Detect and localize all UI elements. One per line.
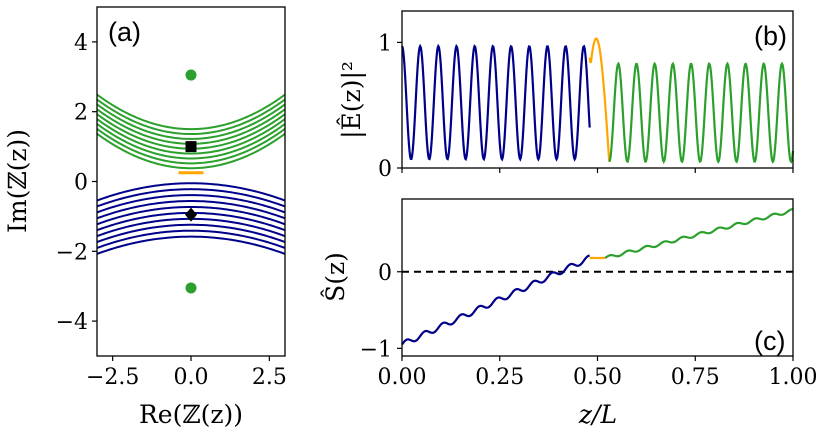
blue-curve-1 <box>96 188 286 208</box>
green-curve-6 <box>96 103 286 140</box>
panel-a-xlabel: Re(ℤ(z)) <box>139 400 243 429</box>
black-diamond <box>185 207 197 222</box>
panel-c-xtick-label: 0.75 <box>671 365 720 390</box>
green-curve-8 <box>96 93 286 131</box>
panel-c-xtick-label: 0.50 <box>573 365 622 390</box>
panel-b-green-line <box>608 61 795 164</box>
panel-b-ticks: 01 <box>378 31 794 182</box>
panel-a-xtick-label: 2.5 <box>252 365 287 390</box>
panel-a-frame <box>96 6 286 357</box>
panel-b-ylabel: |Ê(z)|² <box>337 61 367 139</box>
panel-a-xtick-label: 0.0 <box>174 365 209 390</box>
panel-a-ylabel: Im(ℤ(z)) <box>3 129 32 233</box>
blue-curve-8 <box>96 229 286 249</box>
blue-curve-2 <box>96 194 286 214</box>
panel-b-ytick-label: 0 <box>378 157 392 182</box>
panel-c-green-line <box>604 208 794 259</box>
green-curve-2 <box>96 123 286 160</box>
green-curve-0 <box>96 132 286 170</box>
panel-a-curves <box>96 93 286 255</box>
panel-a-ticks: −2.5 0.0 2.5 −4 −2 0 2 4 <box>56 31 287 390</box>
panel-b: 01 (b) |Ê(z)|² <box>337 10 795 182</box>
panel-b-ytick-label: 1 <box>378 31 392 56</box>
panel-a-ytick-label: 2 <box>74 101 88 126</box>
panel-a: −2.5 0.0 2.5 −4 −2 0 2 4 (a) Re(ℤ(z)) Im(ℤ(z)) <box>3 6 287 429</box>
panel-c-xtick-label: 1.00 <box>769 365 818 390</box>
panel-a-xtick-label: −2.5 <box>86 365 139 390</box>
panel-c-xtick-label: 0.00 <box>378 365 427 390</box>
blue-curve-4 <box>96 205 286 226</box>
panel-a-ytick-label: 0 <box>74 171 88 196</box>
green-curve-7 <box>96 98 286 136</box>
blue-curve-3 <box>96 200 286 220</box>
panel-b-blue-line <box>401 43 591 162</box>
panel-a-ytick-label: −4 <box>56 310 88 335</box>
panel-c-ytick-label: 0 <box>378 261 392 286</box>
panel-a-tag: (a) <box>108 17 141 47</box>
green-curve-3 <box>96 118 286 155</box>
panel-c-ylabel: Ŝ(z) <box>321 252 350 302</box>
panel-c-ticks: −1 0 0.00 0.25 0.50 0.75 1.00 <box>360 261 818 390</box>
green-dot-bottom <box>185 282 197 294</box>
green-dot-top <box>185 69 197 81</box>
panel-c: −1 0 0.00 0.25 0.50 0.75 1.00 (c) z/L Ŝ(z) <box>321 198 818 429</box>
panel-c-blue-line <box>401 254 590 346</box>
panel-c-ytick-label: −1 <box>360 337 392 362</box>
panel-c-xlabel: z/L <box>578 400 617 429</box>
panel-a-markers <box>185 69 197 294</box>
blue-curve-0 <box>96 182 286 202</box>
panel-c-frame <box>401 198 794 357</box>
black-square <box>185 141 197 153</box>
panel-b-tag: (b) <box>754 21 787 51</box>
panel-c-tag: (c) <box>754 326 785 356</box>
blue-curve-9 <box>96 235 286 255</box>
panel-a-ytick-label: 4 <box>74 31 88 56</box>
panel-c-xtick-label: 0.25 <box>475 365 524 390</box>
panel-c-curves <box>401 208 794 346</box>
blue-curve-7 <box>96 223 286 243</box>
green-curve-1 <box>96 127 286 165</box>
panel-b-curves <box>401 37 795 164</box>
panel-a-ytick-label: −2 <box>56 240 88 265</box>
panel-b-orange-line <box>588 37 611 162</box>
